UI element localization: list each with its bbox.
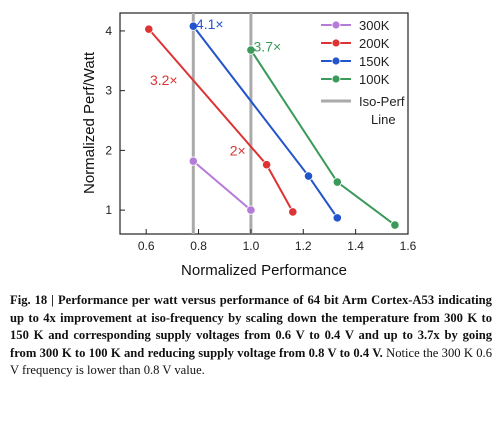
legend-marker-300K [331,20,341,30]
data-point-150K [303,171,314,181]
data-point-100K [246,45,256,55]
y-tick-label: 2 [105,143,112,157]
legend-label-iso-perf: Iso-Perf [359,94,405,109]
legend-label-iso-perf-line2: Line [371,112,396,127]
series-line-300K [192,160,252,211]
annotation-label: 2× [230,142,246,158]
plot-frame [119,12,409,235]
annotation-label: 4.1× [196,16,224,32]
data-point-100K [390,220,400,230]
x-tick-label: 0.8 [190,239,207,253]
x-tick-label: 0.6 [138,239,155,253]
legend-label-200K: 200K [359,36,390,51]
legend-marker-200K [331,38,341,48]
legend-label-150K: 150K [359,54,390,69]
caption-normal-text: Notice the 300 K 0.6 V frequency is lowe… [10,345,492,378]
data-point-200K [288,207,298,217]
x-tick-label: 1.6 [400,239,417,253]
chart: 0.6 0.8 1.0 1.2 1.4 1.6 1 2 3 4 4.1× 3.7× 3.2× 2× 30… [81,12,417,279]
legend-marker-150K [331,56,341,66]
data-point-150K [188,21,198,31]
annotation-label: 3.7× [254,38,282,54]
y-tick-label: 4 [105,24,112,38]
x-tick-label: 1.2 [295,239,312,253]
y-tick-label: 3 [105,84,112,98]
x-tick-label: 1.4 [347,239,364,253]
data-point-200K [144,24,154,34]
legend-label-100K: 100K [359,72,390,87]
legend-label-300K: 300K [359,18,390,33]
data-point-150K [332,213,342,223]
x-tick-label: 1.0 [243,239,260,253]
y-axis-title: Normalized Perf/Watt [81,51,98,194]
legend-marker-100K [331,74,341,84]
data-point-300K [246,205,256,215]
caption-label: Fig. 18 | [10,293,58,307]
y-tick-label: 1 [105,203,112,217]
figure-caption: Fig. 18 | Performance per watt versus pe… [10,292,492,380]
annotation-label: 3.2× [150,72,178,88]
series-line-150K [192,25,339,219]
data-point-100K [332,177,342,187]
data-point-300K [188,156,198,166]
x-axis-title: Normalized Performance [181,262,347,279]
caption-bold-text: Performance per watt versus performance … [10,293,492,360]
data-point-200K [262,160,272,170]
